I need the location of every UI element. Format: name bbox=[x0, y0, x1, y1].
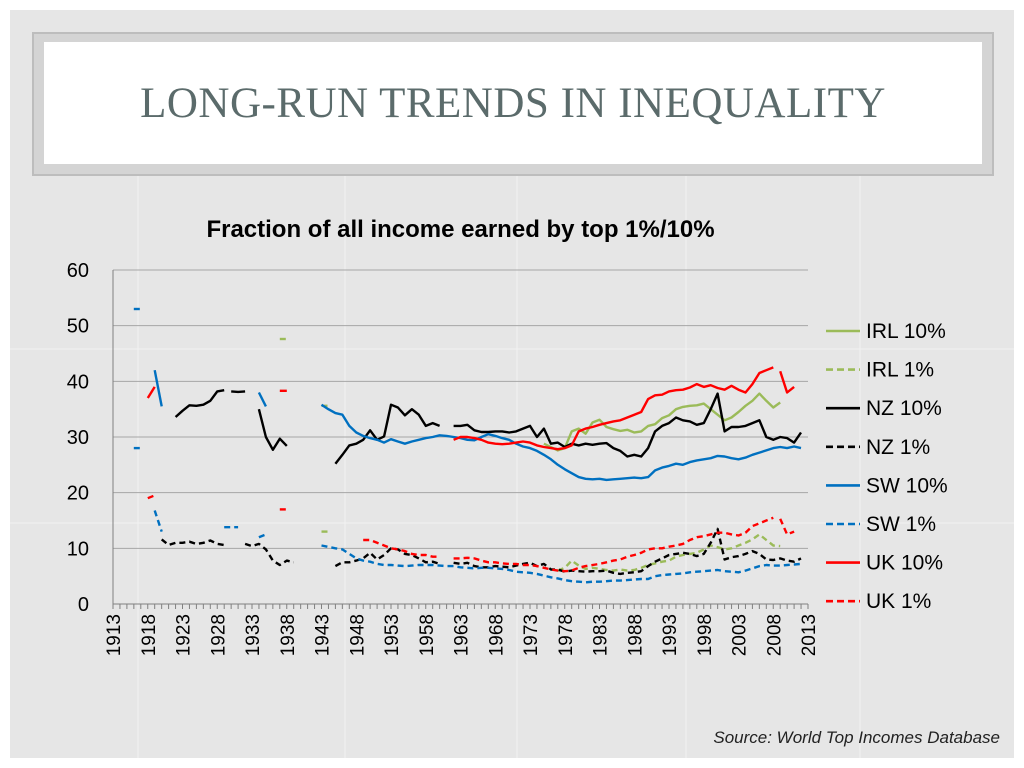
series-line bbox=[257, 408, 288, 451]
y-tick-label: 50 bbox=[67, 316, 89, 338]
legend-label: IRL 10% bbox=[866, 320, 946, 343]
series-line bbox=[146, 386, 156, 399]
series-line bbox=[244, 542, 294, 567]
series-line bbox=[153, 510, 163, 532]
series-line bbox=[334, 547, 440, 568]
slide-grid-lines bbox=[10, 176, 1014, 758]
x-tick-label: 1943 bbox=[313, 614, 334, 656]
series-line bbox=[543, 392, 781, 452]
series-line bbox=[363, 538, 440, 558]
series-line bbox=[334, 403, 441, 465]
y-tick-label: 30 bbox=[67, 427, 89, 449]
series-line bbox=[453, 527, 802, 576]
x-tick-label: 1973 bbox=[521, 614, 542, 656]
y-tick-label: 0 bbox=[78, 594, 89, 616]
y-tick-label: 20 bbox=[67, 483, 89, 505]
y-tick-label: 40 bbox=[67, 371, 89, 393]
title-frame: LONG-RUN TRENDS IN INEQUALITY bbox=[32, 32, 994, 176]
legend-label: NZ 1% bbox=[866, 436, 930, 459]
legend-label: UK 1% bbox=[866, 590, 931, 613]
chart-title: Fraction of all income earned by top 1%/… bbox=[206, 216, 714, 243]
series-line bbox=[257, 391, 267, 407]
x-tick-label: 1918 bbox=[139, 614, 160, 656]
series-line bbox=[779, 370, 795, 394]
x-tick-label: 1948 bbox=[347, 614, 368, 656]
legend-label: SW 1% bbox=[866, 513, 936, 536]
series-line bbox=[321, 544, 802, 584]
x-tick-label: 1978 bbox=[556, 614, 577, 656]
x-tick-label: 1923 bbox=[174, 614, 195, 656]
x-tick-label: 1963 bbox=[452, 614, 473, 656]
x-tick-label: 1928 bbox=[208, 614, 229, 656]
series-line bbox=[320, 403, 802, 482]
x-tick-label: 1993 bbox=[660, 614, 681, 656]
series-line bbox=[453, 392, 802, 458]
x-tick-label: 2008 bbox=[764, 614, 785, 656]
series-line bbox=[453, 516, 774, 573]
x-tick-label: 1968 bbox=[486, 614, 507, 656]
title-panel: LONG-RUN TRENDS IN INEQUALITY bbox=[44, 42, 982, 164]
x-tick-label: 2003 bbox=[730, 614, 751, 656]
series-line bbox=[779, 518, 795, 536]
series-line bbox=[160, 538, 225, 547]
legend-label: IRL 1% bbox=[866, 359, 934, 382]
x-tick-label: 1983 bbox=[591, 614, 612, 656]
series-line bbox=[153, 369, 163, 407]
x-tick-label: 1998 bbox=[695, 614, 716, 656]
x-tick-label: 1988 bbox=[625, 614, 646, 656]
series-line bbox=[258, 533, 267, 539]
slide-title: LONG-RUN TRENDS IN INEQUALITY bbox=[140, 79, 886, 127]
series-line bbox=[453, 366, 774, 451]
source-note: Source: World Top Incomes Database bbox=[713, 728, 1000, 747]
x-tick-label: 1958 bbox=[417, 614, 438, 656]
series-line bbox=[147, 494, 156, 500]
slide: LONG-RUN TRENDS IN INEQUALITY Source: Wo… bbox=[10, 10, 1014, 758]
series-line bbox=[557, 533, 781, 572]
legend-label: SW 10% bbox=[866, 474, 948, 497]
x-tick-label: 1913 bbox=[104, 614, 125, 656]
x-tick-label: 1953 bbox=[382, 614, 403, 656]
y-tick-label: 10 bbox=[67, 538, 89, 560]
legend-label: NZ 10% bbox=[866, 397, 942, 420]
legend-label: UK 10% bbox=[866, 552, 943, 575]
series-line bbox=[174, 389, 225, 418]
x-tick-label: 1938 bbox=[278, 614, 299, 656]
x-tick-label: 2013 bbox=[799, 614, 820, 656]
series-line bbox=[231, 390, 246, 394]
y-tick-label: 60 bbox=[67, 260, 89, 282]
x-tick-label: 1933 bbox=[243, 614, 264, 656]
